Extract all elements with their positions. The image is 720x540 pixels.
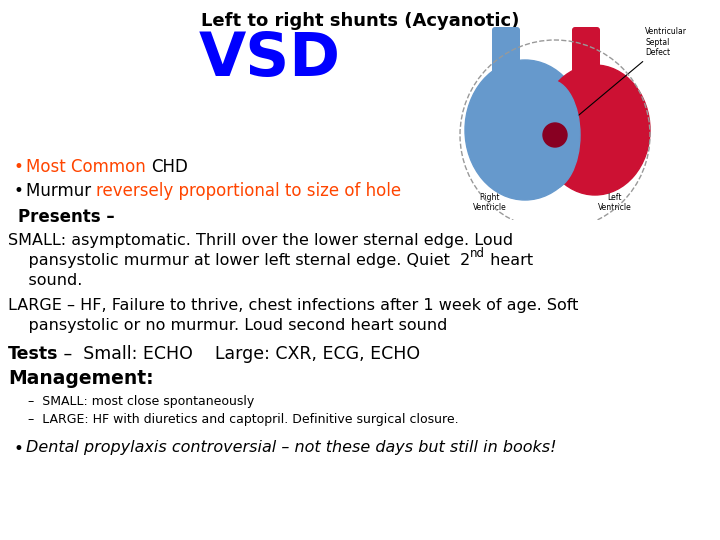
FancyBboxPatch shape [572,27,600,75]
Text: •: • [14,158,24,176]
Text: –  Small: ECHO    Large: CXR, ECG, ECHO: – Small: ECHO Large: CXR, ECG, ECHO [58,345,420,363]
Text: –  LARGE: HF with diuretics and captopril. Definitive surgical closure.: – LARGE: HF with diuretics and captopril… [28,413,459,426]
Ellipse shape [465,60,585,200]
Ellipse shape [520,80,580,190]
Text: SMALL: asymptomatic. Thrill over the lower sternal edge. Loud: SMALL: asymptomatic. Thrill over the low… [8,233,513,248]
Text: Ventricular
Septal
Defect: Ventricular Septal Defect [557,27,687,133]
Text: •: • [14,182,24,200]
Text: VSD: VSD [199,30,341,89]
Text: •: • [14,440,24,458]
Text: Left
Ventricle: Left Ventricle [598,193,632,212]
Text: Presents –: Presents – [18,208,114,226]
Text: LARGE – HF, Failure to thrive, chest infections after 1 week of age. Soft: LARGE – HF, Failure to thrive, chest inf… [8,298,578,313]
Text: pansystolic or no murmur. Loud second heart sound: pansystolic or no murmur. Loud second he… [8,318,447,333]
Text: heart: heart [485,253,534,268]
Ellipse shape [540,65,650,195]
Text: –  SMALL: most close spontaneously: – SMALL: most close spontaneously [28,395,254,408]
Text: Right
Ventricle: Right Ventricle [473,193,507,212]
Text: Tests: Tests [8,345,58,363]
Text: Left to right shunts (Acyanotic): Left to right shunts (Acyanotic) [201,12,519,30]
Text: sound.: sound. [8,273,82,288]
Text: nd: nd [470,247,485,260]
Text: Most Common: Most Common [26,158,151,176]
Text: reversely proportional to size of hole: reversely proportional to size of hole [96,182,402,200]
Text: Murmur: Murmur [26,182,96,200]
Text: pansystolic murmur at lower left sternal edge. Quiet  2: pansystolic murmur at lower left sternal… [8,253,470,268]
Text: CHD: CHD [151,158,188,176]
FancyBboxPatch shape [492,27,520,78]
Text: Management:: Management: [8,369,153,388]
Circle shape [543,123,567,147]
Text: Dental propylaxis controversial – not these days but still in books!: Dental propylaxis controversial – not th… [26,440,557,455]
